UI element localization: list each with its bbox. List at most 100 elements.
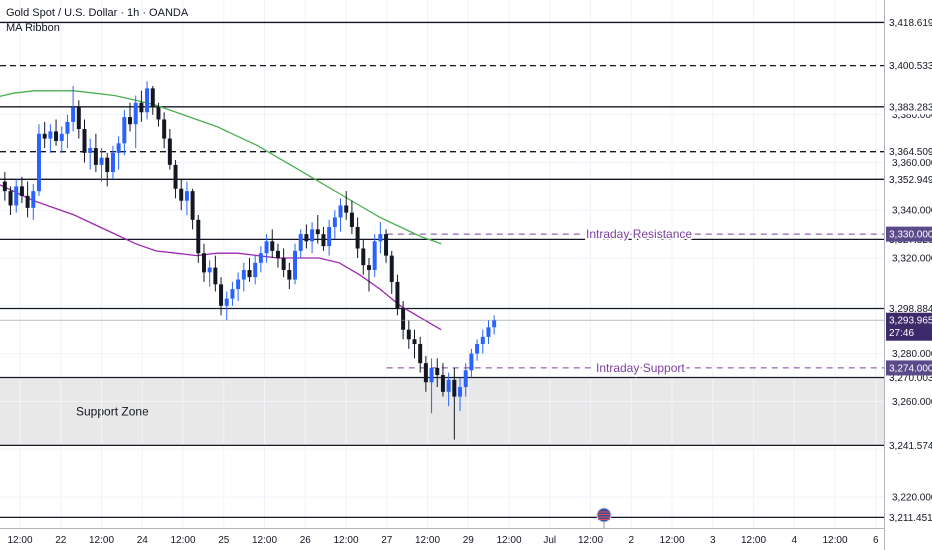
candle-body [14, 186, 19, 206]
level-price-tag: 3,383.283 [886, 99, 932, 115]
time-tick-label: 12:00 [415, 535, 440, 546]
candle-body [480, 336, 485, 345]
price-tag-label: 3,298.884 [889, 304, 932, 315]
price-tick-label: 3,320.000 [892, 254, 932, 265]
candle [310, 222, 315, 254]
candle [133, 95, 138, 149]
price-tick-label: 3,340.000 [892, 206, 932, 217]
candle-body [492, 320, 497, 328]
candle-body [162, 119, 167, 139]
price-tag-box [886, 360, 932, 376]
candle [440, 363, 445, 397]
time-tick-label: 27 [381, 535, 393, 546]
ma-long-line [0, 90, 442, 245]
candle [179, 179, 184, 211]
candle-body [475, 344, 480, 354]
candle-body [321, 234, 326, 247]
candle-body [236, 279, 241, 290]
candle-body [19, 186, 24, 196]
time-tick-label: 3 [710, 535, 716, 546]
price-tag-label: 3,211.451 [889, 513, 932, 524]
candle-body [54, 131, 59, 141]
candle [93, 133, 98, 173]
price-tag-box [886, 509, 932, 525]
candle-body [446, 379, 451, 392]
level-price-tag: 3,418.619 [886, 14, 932, 30]
candle-body [418, 344, 423, 364]
candle-body [355, 226, 360, 249]
candle-body [219, 284, 224, 306]
price-tag-box [886, 171, 932, 187]
grid-layer [0, 0, 884, 528]
candle [230, 281, 235, 306]
candle-body [139, 102, 144, 113]
candle-body [412, 339, 417, 345]
candle-body [71, 107, 76, 122]
candle [71, 86, 76, 132]
candle-body [349, 212, 354, 227]
candle-body [145, 88, 150, 113]
candle-body [401, 308, 406, 330]
candle-body [241, 269, 246, 280]
candle [128, 102, 133, 132]
candle-body [440, 375, 445, 392]
candle-body [201, 253, 206, 273]
candle-body [469, 353, 474, 371]
price-tag-box [886, 144, 932, 160]
candle [384, 229, 389, 263]
candle [190, 188, 195, 230]
candle-body [293, 250, 298, 280]
price-tag-box [886, 14, 932, 30]
time-tick-label: 12:00 [496, 535, 521, 546]
time-tick-label: 25 [218, 535, 230, 546]
time-tick-label: 2 [628, 535, 634, 546]
candle [219, 277, 224, 316]
us-flag-icon [596, 507, 612, 528]
candle [36, 124, 41, 196]
indicator-label: MA Ribbon [6, 22, 60, 34]
candle-body [173, 164, 178, 189]
candle [275, 243, 280, 268]
candle [122, 109, 127, 156]
candle-body [395, 281, 400, 309]
candle-body [8, 191, 13, 206]
candle [54, 119, 59, 146]
time-tick-label: 22 [55, 535, 67, 546]
candle-body [435, 367, 440, 376]
candle-body [463, 370, 468, 388]
candle [156, 102, 161, 127]
candle [475, 339, 480, 361]
candle [344, 191, 349, 220]
candle-body [366, 265, 371, 270]
price-tag-box [886, 58, 932, 74]
time-tick-label: 12:00 [170, 535, 195, 546]
candle-body [429, 367, 434, 383]
candle [264, 234, 269, 263]
price-tag-label: 3,330.000 [889, 230, 932, 241]
candle [150, 86, 155, 115]
level-price-tag: 3,241.574 [886, 437, 932, 453]
candle-body [406, 329, 411, 340]
candles-layer [2, 81, 497, 440]
candle [321, 226, 326, 251]
candle [418, 336, 423, 373]
candle [105, 152, 110, 187]
price-tick-label: 3,360.000 [892, 158, 932, 169]
candle [82, 119, 87, 163]
candle [88, 138, 93, 170]
candle-body [224, 298, 229, 306]
intraday-price-tag: 3,330.000 [886, 226, 932, 242]
price-tag-box [886, 437, 932, 453]
candle-body [179, 188, 184, 201]
candle [366, 258, 371, 292]
candle [492, 315, 497, 335]
price-tick-label: 3,280.000 [892, 349, 932, 360]
price-tag-label: 3,400.533 [889, 61, 932, 72]
current-price-label: 3,293.965 [889, 316, 932, 327]
time-tick-label: 29 [463, 535, 475, 546]
candle [469, 348, 474, 378]
candle-body [458, 387, 463, 397]
candle [253, 255, 258, 285]
candle [315, 215, 320, 244]
